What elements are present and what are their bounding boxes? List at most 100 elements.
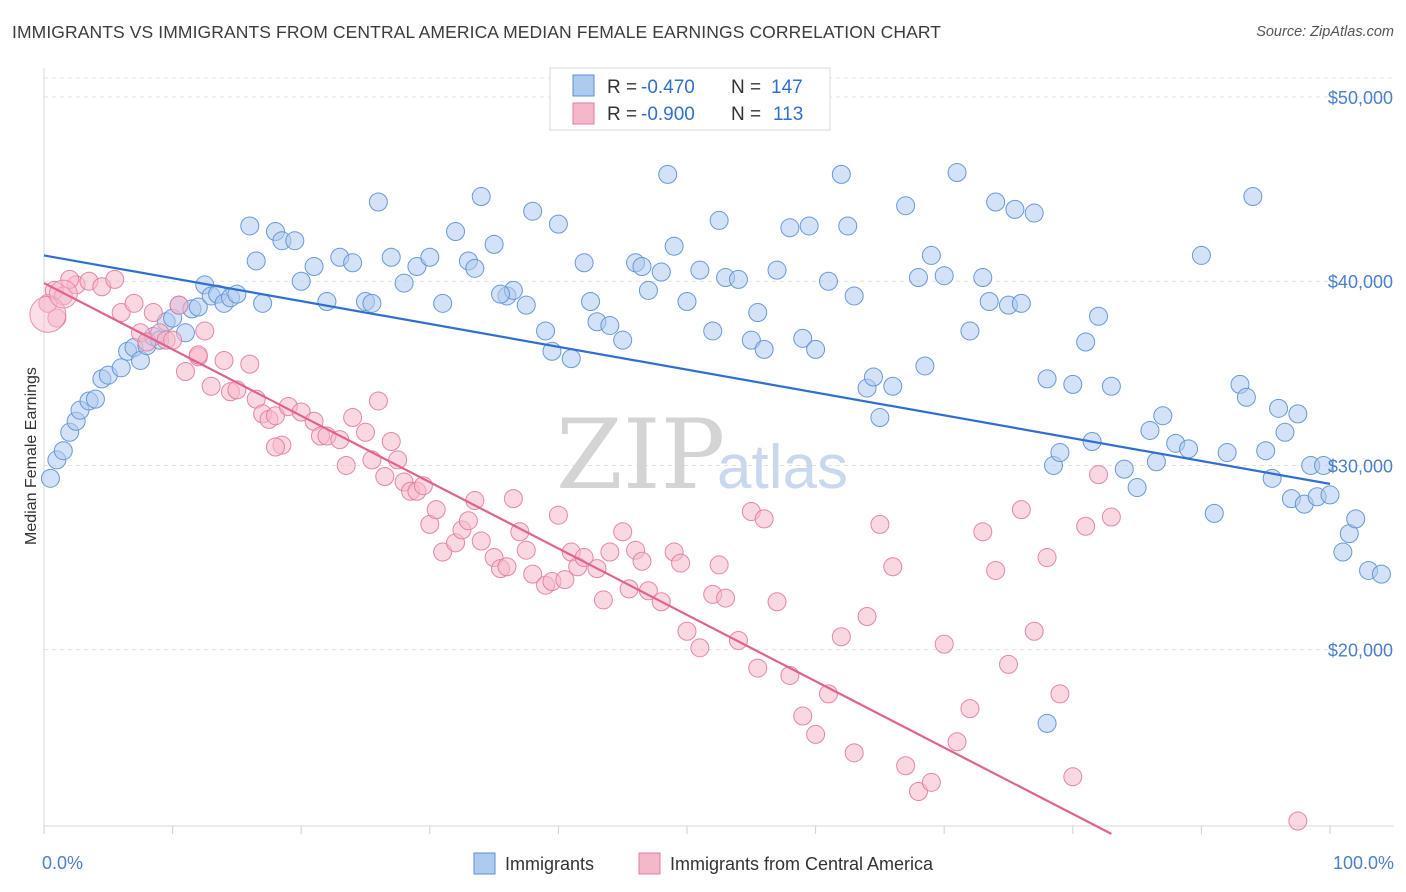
point-central-america xyxy=(433,542,453,562)
point-immigrants xyxy=(1269,398,1289,418)
point-central-america xyxy=(690,638,710,658)
point-immigrants xyxy=(767,260,787,280)
point-immigrants xyxy=(934,266,954,286)
point-immigrants xyxy=(818,271,838,291)
point-immigrants xyxy=(1005,199,1025,219)
point-central-america xyxy=(870,514,890,534)
point-immigrants xyxy=(561,349,581,369)
point-immigrants xyxy=(831,164,851,184)
point-immigrants xyxy=(613,330,633,350)
point-immigrants xyxy=(1011,293,1031,313)
point-central-america xyxy=(188,345,208,365)
point-immigrants xyxy=(728,269,748,289)
point-immigrants xyxy=(85,389,105,409)
legend-top-frame xyxy=(549,67,831,131)
point-central-america xyxy=(1101,507,1121,527)
point-central-america xyxy=(175,361,195,381)
point-immigrants xyxy=(1275,422,1295,442)
point-immigrants xyxy=(574,253,594,273)
point-immigrants xyxy=(1204,503,1224,523)
legend-swatch-central-america xyxy=(572,102,595,125)
y-axis-title: Median Female Earnings xyxy=(23,367,40,545)
point-central-america xyxy=(593,590,613,610)
point-immigrants xyxy=(246,251,266,271)
point-immigrants xyxy=(986,192,1006,212)
point-immigrants xyxy=(896,196,916,216)
point-immigrants xyxy=(638,280,658,300)
y-tick-label: $50,000 xyxy=(1328,88,1393,108)
point-central-america xyxy=(973,522,993,542)
point-immigrants xyxy=(915,356,935,376)
point-immigrants xyxy=(240,216,260,236)
trend-line-central-america xyxy=(43,282,1112,835)
point-central-america xyxy=(105,269,125,289)
point-central-america xyxy=(754,509,774,529)
point-central-america xyxy=(1037,548,1057,568)
point-central-america xyxy=(1011,500,1031,520)
point-central-america xyxy=(195,321,215,341)
point-central-america xyxy=(831,627,851,647)
legend-bottom: Immigrants Immigrants from Central Ameri… xyxy=(473,852,934,875)
point-central-america xyxy=(1024,621,1044,641)
point-immigrants xyxy=(703,321,723,341)
point-central-america xyxy=(356,422,375,442)
point-immigrants xyxy=(741,330,761,350)
point-central-america xyxy=(240,354,260,374)
point-immigrants xyxy=(581,291,601,311)
point-immigrants xyxy=(381,247,401,267)
point-immigrants xyxy=(921,245,941,265)
point-immigrants xyxy=(1320,485,1340,505)
point-immigrants xyxy=(1050,443,1070,463)
point-central-america xyxy=(214,350,234,370)
point-central-america xyxy=(921,772,941,792)
point-central-america xyxy=(1089,465,1109,485)
point-immigrants xyxy=(1140,420,1160,440)
point-immigrants xyxy=(407,256,427,276)
point-central-america xyxy=(60,269,80,289)
point-immigrants xyxy=(806,339,826,359)
point-immigrants xyxy=(1024,203,1044,223)
point-immigrants xyxy=(1236,387,1256,407)
point-central-america xyxy=(1050,684,1070,704)
point-central-america xyxy=(426,500,446,520)
point-central-america xyxy=(343,408,363,428)
point-central-america xyxy=(934,634,954,654)
point-central-america xyxy=(1063,767,1083,787)
point-central-america xyxy=(613,522,633,542)
point-immigrants xyxy=(343,253,363,273)
point-central-america xyxy=(986,560,1006,580)
point-immigrants xyxy=(1314,455,1334,475)
point-immigrants xyxy=(304,256,324,276)
point-immigrants xyxy=(709,210,729,230)
point-central-america xyxy=(124,293,144,313)
point-central-america xyxy=(375,467,395,487)
y-tick-label: $40,000 xyxy=(1328,272,1393,292)
point-central-america xyxy=(883,557,903,577)
y-tick-label: $20,000 xyxy=(1328,641,1393,661)
point-immigrants xyxy=(548,214,568,234)
point-central-america xyxy=(844,743,864,763)
point-central-america xyxy=(748,658,768,678)
point-central-america xyxy=(368,391,388,411)
chart-title: IMMIGRANTS VS IMMIGRANTS FROM CENTRAL AM… xyxy=(12,22,942,42)
point-immigrants xyxy=(838,216,858,236)
point-central-america xyxy=(381,431,401,451)
point-central-america xyxy=(265,406,285,426)
legend-top: R = -0.470 N = 147 R = -0.900 N = 113 xyxy=(549,67,831,131)
point-central-america xyxy=(709,555,729,575)
point-immigrants xyxy=(799,216,819,236)
point-central-america xyxy=(600,542,620,562)
legend-r-label-1: R = xyxy=(607,77,637,98)
point-immigrants xyxy=(600,315,620,335)
point-immigrants xyxy=(285,231,305,251)
point-immigrants xyxy=(1063,374,1083,394)
point-central-america xyxy=(806,724,826,744)
legend-r-value-1: -0.470 xyxy=(641,77,695,98)
point-central-america-cluster xyxy=(29,295,67,333)
point-immigrants xyxy=(973,268,993,288)
point-immigrants xyxy=(1217,443,1237,463)
legend-n-label-2: N = xyxy=(731,104,761,125)
watermark-zip: ZIP xyxy=(556,399,725,511)
point-immigrants xyxy=(465,258,485,278)
point-immigrants xyxy=(188,297,208,317)
